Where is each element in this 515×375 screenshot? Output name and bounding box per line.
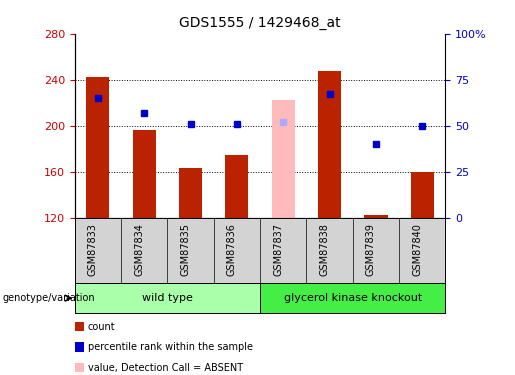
Title: GDS1555 / 1429468_at: GDS1555 / 1429468_at [179, 16, 341, 30]
Text: GSM87836: GSM87836 [227, 223, 237, 276]
Text: GSM87835: GSM87835 [181, 223, 191, 276]
Text: GSM87839: GSM87839 [366, 223, 376, 276]
Bar [86, 77, 109, 218]
Bar [364, 215, 387, 217]
Text: glycerol kinase knockout: glycerol kinase knockout [284, 293, 422, 303]
Bar [226, 156, 248, 218]
Text: GSM87833: GSM87833 [88, 223, 98, 276]
Bar [410, 171, 434, 217]
Text: wild type: wild type [142, 293, 193, 303]
Text: GSM87840: GSM87840 [413, 223, 422, 276]
Bar [133, 130, 156, 218]
Bar [75, 283, 260, 313]
Bar [260, 283, 445, 313]
Text: GSM87837: GSM87837 [273, 223, 283, 276]
Text: percentile rank within the sample: percentile rank within the sample [88, 342, 252, 352]
Text: GSM87838: GSM87838 [320, 223, 330, 276]
Bar [272, 100, 295, 218]
Bar [318, 70, 341, 217]
Text: value, Detection Call = ABSENT: value, Detection Call = ABSENT [88, 363, 243, 373]
Text: GSM87834: GSM87834 [134, 223, 144, 276]
Bar [179, 168, 202, 217]
Text: genotype/variation: genotype/variation [3, 293, 95, 303]
Text: count: count [88, 322, 115, 332]
